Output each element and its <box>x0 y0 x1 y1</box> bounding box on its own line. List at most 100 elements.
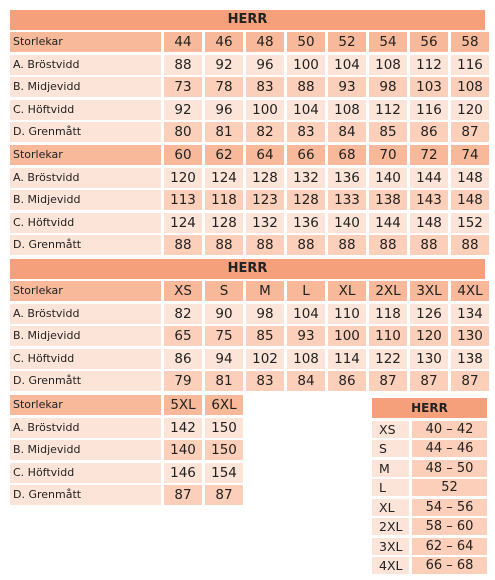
value-cell: 88 <box>451 235 489 255</box>
value-cell: 122 <box>369 348 407 369</box>
value-cell: 93 <box>328 77 366 97</box>
value-cell: 87 <box>451 122 489 142</box>
value-cell: 143 <box>410 190 448 210</box>
value-cell: 96 <box>246 54 284 75</box>
conversion-size: 2XL <box>372 518 409 535</box>
size-cell: 2XL <box>369 281 407 301</box>
row-label: A. Bröstvidd <box>10 167 161 188</box>
size-header-row: Storlekar 60 62 64 66 68 70 72 74 <box>10 145 492 165</box>
size-cell: 5XL <box>164 395 202 415</box>
value-cell: 128 <box>246 167 284 188</box>
value-cell: 103 <box>410 77 448 97</box>
row-label: C. Höftvidd <box>10 348 161 369</box>
value-cell: 126 <box>410 303 448 324</box>
conversion-range: 40 – 42 <box>412 420 487 438</box>
value-cell: 136 <box>287 212 325 233</box>
value-cell: 132 <box>246 212 284 233</box>
conversion-range: 52 <box>412 479 487 496</box>
section2-title: HERR <box>10 259 485 279</box>
value-cell: 87 <box>205 485 243 505</box>
value-cell: 92 <box>164 99 202 120</box>
row-label: A. Bröstvidd <box>10 303 161 324</box>
value-cell: 148 <box>410 212 448 233</box>
value-cell: 81 <box>205 371 243 391</box>
value-cell: 108 <box>369 54 407 75</box>
value-cell: 85 <box>369 122 407 142</box>
value-cell: 83 <box>246 77 284 97</box>
size-cell: 66 <box>287 145 325 165</box>
value-cell: 88 <box>369 235 407 255</box>
value-cell: 82 <box>164 303 202 324</box>
size-cell: 74 <box>451 145 489 165</box>
value-cell: 138 <box>369 190 407 210</box>
measure-row: A. Bröstvidd 120 124 128 132 136 140 144 148 <box>10 167 492 188</box>
row-label: A. Bröstvidd <box>10 54 161 75</box>
value-cell: 110 <box>369 326 407 346</box>
value-cell: 144 <box>410 167 448 188</box>
row-label: D. Grenmått <box>10 235 161 255</box>
value-cell: 148 <box>451 190 489 210</box>
size-cell: 3XL <box>410 281 448 301</box>
value-cell: 65 <box>164 326 202 346</box>
conversion-row: L 52 <box>372 479 487 496</box>
value-cell: 150 <box>205 440 243 460</box>
value-cell: 130 <box>451 326 489 346</box>
value-cell: 146 <box>164 462 202 483</box>
value-cell: 81 <box>205 122 243 142</box>
measure-row: D. Grenmått 87 87 <box>10 485 246 505</box>
value-cell: 86 <box>328 371 366 391</box>
value-cell: 114 <box>328 348 366 369</box>
size-header-row: Storlekar 5XL 6XL <box>10 395 246 415</box>
value-cell: 98 <box>369 77 407 97</box>
section1-title: HERR <box>10 10 485 30</box>
size-cell: XS <box>164 281 202 301</box>
value-cell: 154 <box>205 462 243 483</box>
size-cell: 48 <box>246 32 284 52</box>
value-cell: 84 <box>287 371 325 391</box>
value-cell: 108 <box>328 99 366 120</box>
value-cell: 87 <box>369 371 407 391</box>
row-label: Storlekar <box>10 32 161 52</box>
value-cell: 88 <box>287 77 325 97</box>
size-cell: L <box>287 281 325 301</box>
size-cell: S <box>205 281 243 301</box>
value-cell: 87 <box>410 371 448 391</box>
measure-row: B. Midjevidd 140 150 <box>10 440 246 460</box>
size-cell: 46 <box>205 32 243 52</box>
value-cell: 104 <box>287 99 325 120</box>
value-cell: 86 <box>164 348 202 369</box>
value-cell: 130 <box>410 348 448 369</box>
conversion-table: HERR XS 40 – 42 S 44 – 46 M 48 – 50 L 52 XL 54 – … <box>372 398 487 574</box>
conversion-row: 3XL 62 – 64 <box>372 537 487 555</box>
value-cell: 116 <box>451 54 489 75</box>
value-cell: 102 <box>246 348 284 369</box>
value-cell: 112 <box>369 99 407 120</box>
value-cell: 112 <box>410 54 448 75</box>
value-cell: 92 <box>205 54 243 75</box>
value-cell: 82 <box>246 122 284 142</box>
row-label: D. Grenmått <box>10 371 161 391</box>
conversion-size: XL <box>372 498 409 516</box>
size-cell: 70 <box>369 145 407 165</box>
value-cell: 78 <box>205 77 243 97</box>
value-cell: 136 <box>328 167 366 188</box>
measure-row: D. Grenmått 79 81 83 84 86 87 87 87 <box>10 371 492 391</box>
conversion-range: 62 – 64 <box>412 537 487 555</box>
row-label: C. Höftvidd <box>10 462 161 483</box>
size-cell: 44 <box>164 32 202 52</box>
value-cell: 85 <box>246 326 284 346</box>
value-cell: 148 <box>451 167 489 188</box>
conversion-row: M 48 – 50 <box>372 459 487 477</box>
value-cell: 87 <box>164 485 202 505</box>
measure-row: C. Höftvidd 146 154 <box>10 462 246 483</box>
conversion-range: 58 – 60 <box>412 518 487 535</box>
row-label: A. Bröstvidd <box>10 417 161 438</box>
row-label: D. Grenmått <box>10 122 161 142</box>
measure-row: B. Midjevidd 65 75 85 93 100 110 120 130 <box>10 326 492 346</box>
size-cell: 50 <box>287 32 325 52</box>
conversion-size: 3XL <box>372 537 409 555</box>
value-cell: 140 <box>328 212 366 233</box>
conversion-size: XS <box>372 420 409 438</box>
value-cell: 116 <box>410 99 448 120</box>
value-cell: 100 <box>328 326 366 346</box>
